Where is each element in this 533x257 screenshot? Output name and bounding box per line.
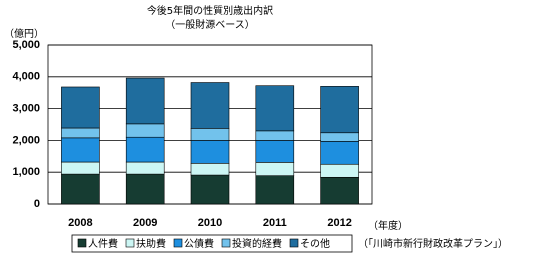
bar-segment (255, 140, 295, 163)
x-tick-label: 2009 (133, 217, 157, 229)
x-tick-label: 2012 (327, 217, 351, 229)
legend-swatch (77, 238, 87, 248)
legend-swatch (289, 238, 299, 248)
bar-segment (255, 162, 295, 176)
legend-label: その他 (300, 237, 330, 250)
legend-label: 投資的経費 (232, 237, 282, 250)
y-axis-label: （億円） (4, 27, 44, 40)
bar-segment (255, 175, 295, 205)
bar-segment (125, 123, 165, 138)
bar-segment (61, 86, 100, 129)
bar-segment (255, 85, 295, 132)
bar-segment (125, 77, 165, 125)
bar-segment (320, 132, 359, 142)
legend-label: 人件費 (88, 237, 118, 250)
legend-swatch (221, 238, 231, 248)
bar-segment (125, 173, 165, 205)
bar-segment (125, 136, 165, 163)
x-tick-label: 2010 (198, 217, 222, 229)
bar-segment (320, 141, 359, 165)
y-tick-label: 4,000 (12, 71, 40, 83)
legend-swatch (173, 238, 183, 248)
x-tick-label: 2008 (68, 217, 92, 229)
bar-segment (190, 174, 230, 205)
y-tick-label: 5,000 (12, 39, 40, 51)
bar-segment (125, 161, 165, 175)
bar-segment (190, 82, 230, 129)
bar-segment (255, 130, 295, 141)
bar-segment (190, 140, 230, 164)
y-tick-label: 2,000 (12, 134, 40, 146)
legend-swatch (125, 238, 135, 248)
x-axis-unit: （年度） (368, 219, 408, 232)
bar-segment (61, 127, 100, 139)
legend-label: 公債費 (184, 237, 214, 250)
bar-segment (61, 173, 100, 205)
chart-title: 今後5年間の性質別歳出内訳 (147, 4, 273, 17)
y-tick-label: 0 (34, 198, 40, 210)
y-tick-label: 1,000 (12, 166, 40, 178)
legend-box (71, 234, 353, 253)
bar-segment (320, 176, 359, 205)
bar-segment (190, 162, 230, 176)
source-note: （「川崎市新行財政改革プラン」） (358, 237, 508, 250)
bar-segment (190, 128, 230, 141)
bar-segment (320, 163, 359, 178)
bar-segment (320, 86, 359, 134)
y-tick-label: 3,000 (12, 103, 40, 115)
bar-segment (61, 161, 100, 175)
x-tick-label: 2011 (263, 217, 287, 229)
bar-segment (61, 137, 100, 163)
chart-subtitle: （一般財源ベース） (165, 18, 255, 31)
legend-label: 扶助費 (136, 237, 166, 250)
